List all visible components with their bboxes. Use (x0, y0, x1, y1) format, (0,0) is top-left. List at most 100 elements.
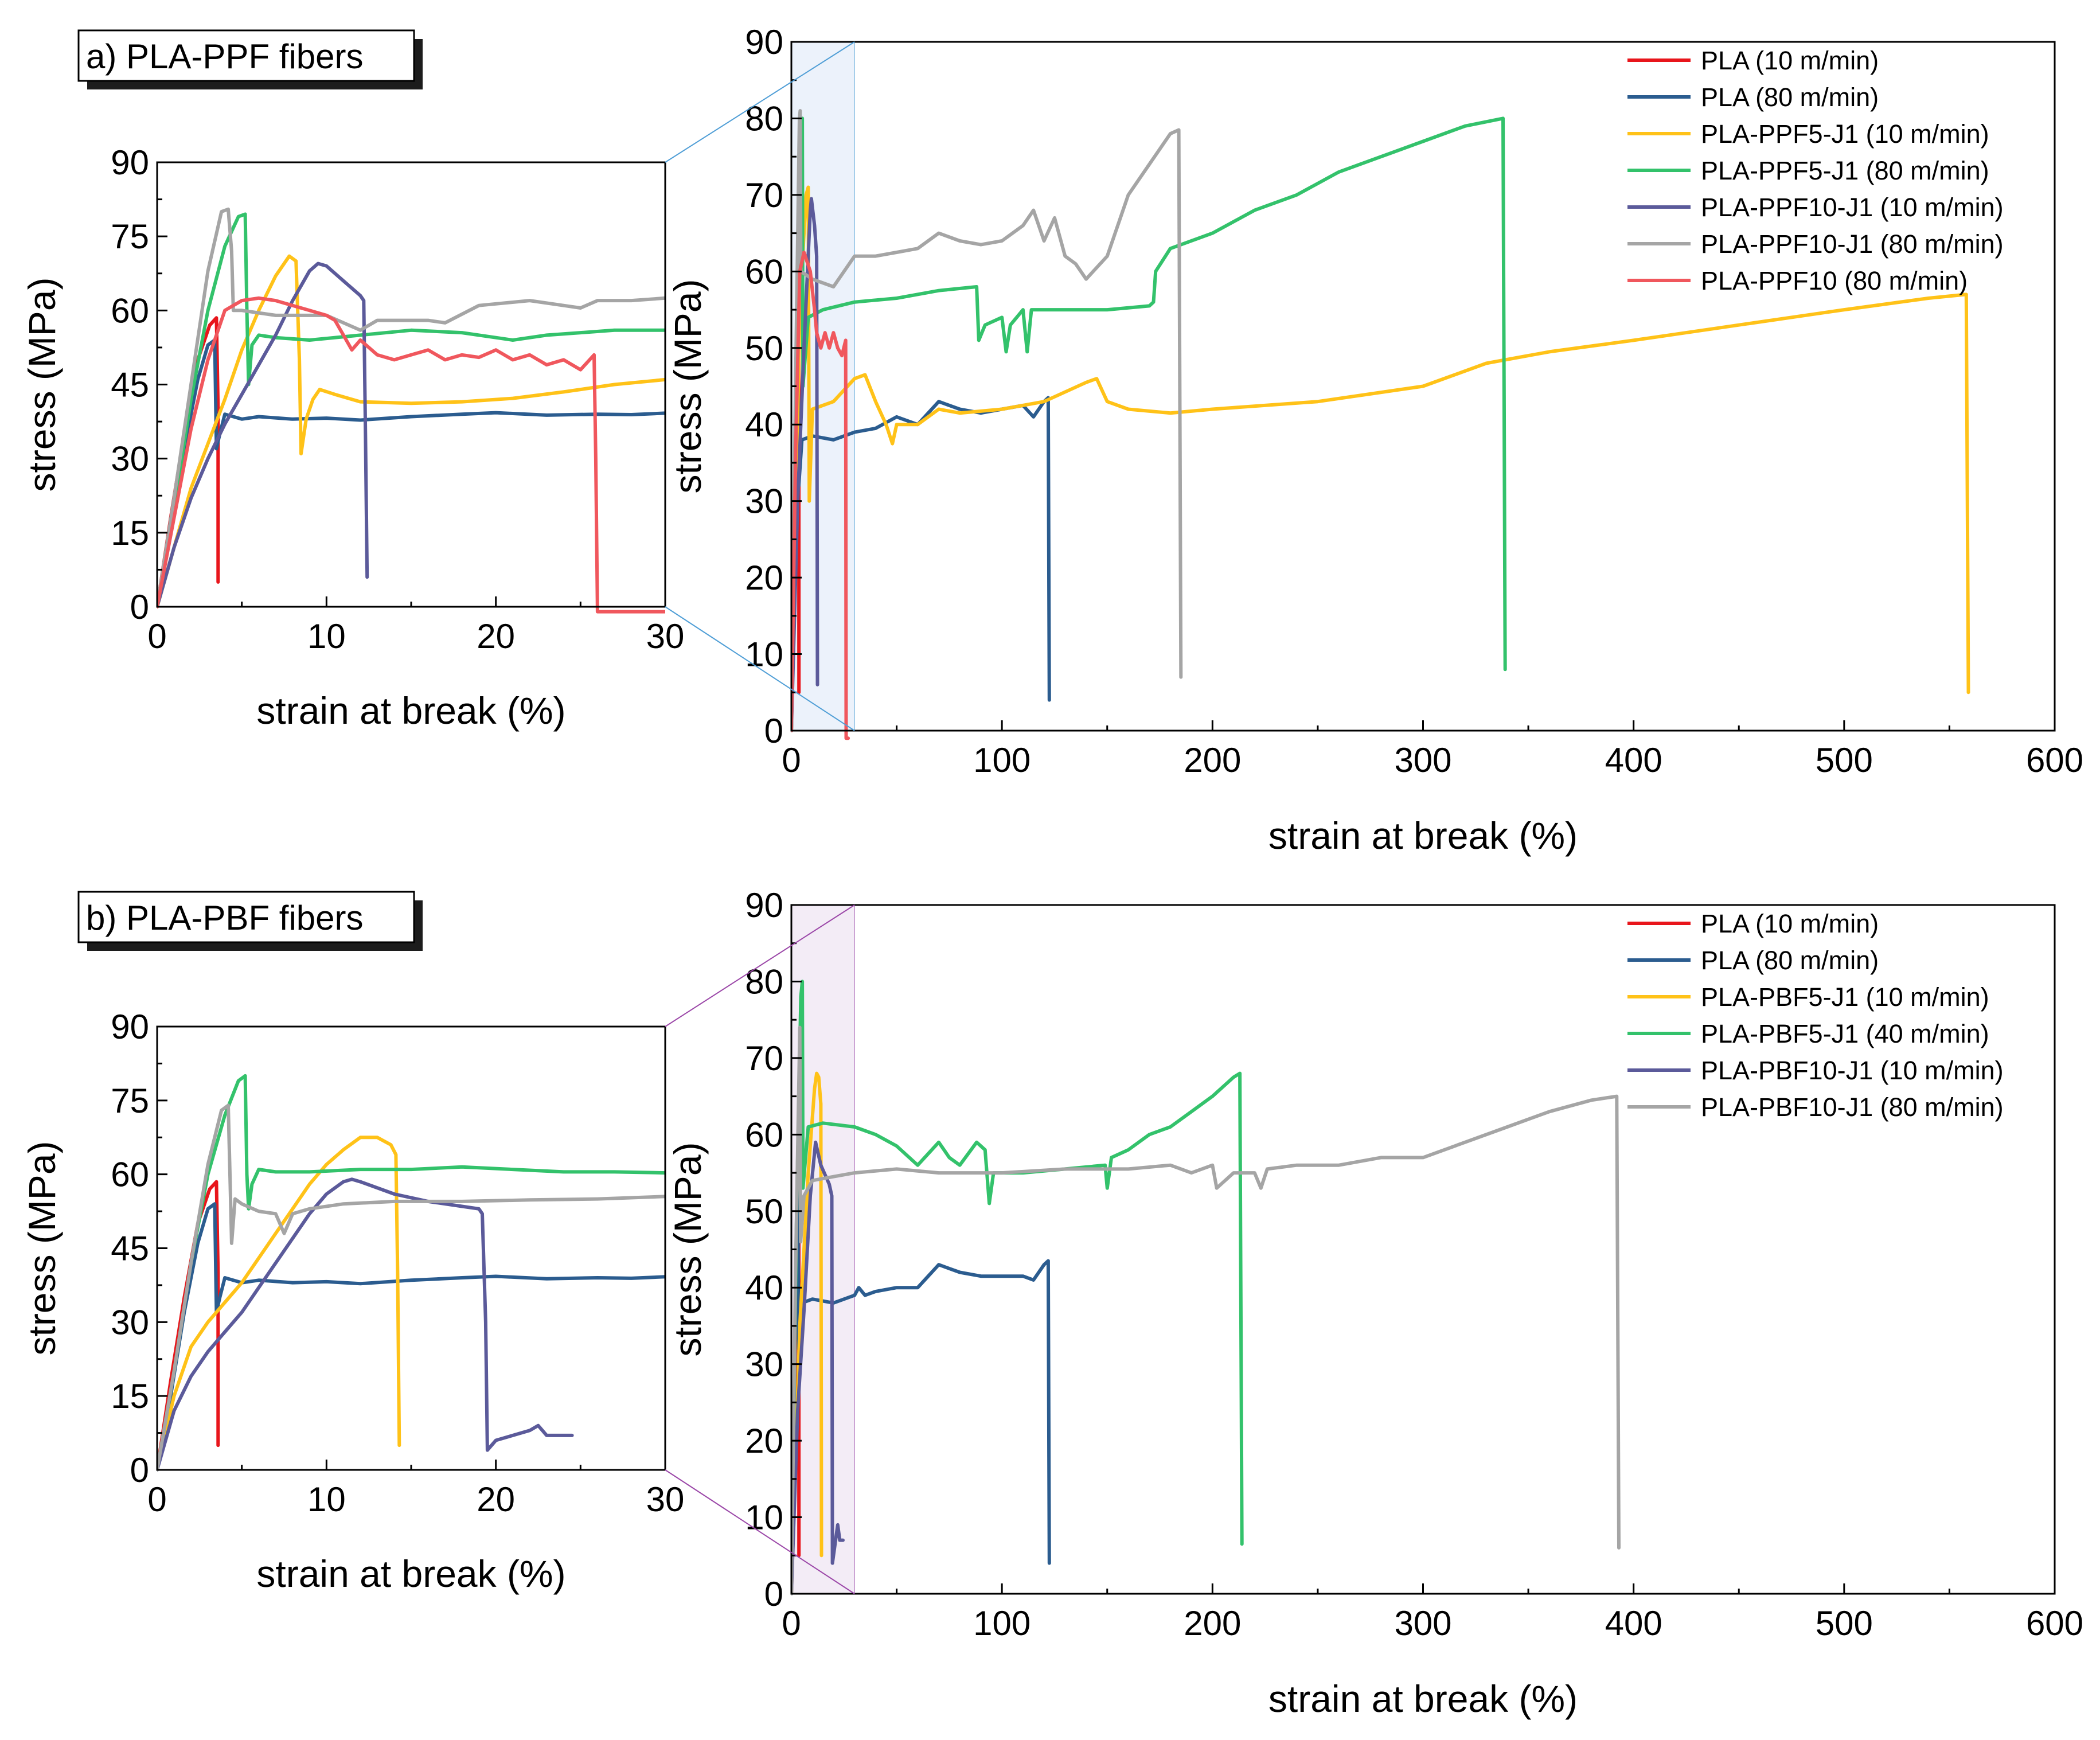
series-group (791, 109, 1970, 740)
x-tick-label: 100 (973, 741, 1031, 779)
zoom-connector-bottom (665, 606, 855, 731)
series-line-4 (157, 1074, 665, 1472)
x-tick-label: 400 (1605, 1604, 1662, 1643)
series-group (791, 980, 1621, 1595)
chart-b-inset: 0 10 20 30 0 15 30 45 60 75 90 strain at break (%) s… (21, 1008, 684, 1595)
legend-label: PLA-PBF5-J1 (40 m/min) (1701, 1019, 1989, 1048)
panel-a-label: a) PLA-PPF fibers (77, 29, 423, 89)
y-tick-label: 0 (764, 712, 783, 750)
y-tick-label: 40 (745, 405, 783, 444)
y-tick-label: 50 (745, 1192, 783, 1231)
y-tick-label: 30 (745, 1345, 783, 1384)
series-line-5 (157, 262, 369, 608)
x-tick-label: 200 (1184, 741, 1241, 779)
legend-label: PLA-PPF10 (80 m/min) (1701, 266, 1968, 295)
y-tick-label: 0 (130, 588, 149, 626)
y-axis-title: stress (MPa) (666, 279, 709, 493)
x-axis-title: strain at break (%) (256, 1552, 565, 1595)
x-axis-title: strain at break (%) (256, 689, 565, 732)
panel-b-label: b) PLA-PBF fibers (77, 891, 423, 951)
chart-a-inset: 0 10 20 30 0 15 30 45 60 75 90 strain at break (%) s… (21, 143, 684, 732)
series-line-5 (791, 197, 819, 732)
x-tick-label: 20 (477, 1480, 515, 1519)
x-tick-label: 600 (2026, 741, 2083, 779)
y-tick-label: 30 (745, 482, 783, 521)
x-tick-label: 100 (973, 1604, 1031, 1643)
series-line-3 (157, 254, 665, 608)
y-tick-label: 0 (130, 1451, 149, 1489)
y-tick-label: 45 (111, 366, 149, 404)
chart-b-main: 0 100 200 300 400 500 600 0 10 20 30 40 50 60 70 80 90 st… (666, 886, 2083, 1720)
series-line-2 (157, 338, 665, 608)
x-tick-label: 400 (1605, 741, 1662, 779)
y-tick-label: 90 (745, 23, 783, 61)
x-tick-label: 500 (1816, 741, 1873, 779)
series-line-1 (157, 1180, 220, 1472)
y-tick-label: 60 (745, 252, 783, 291)
y-tick-label: 70 (745, 176, 783, 214)
x-tick-label: 500 (1816, 1604, 1873, 1643)
y-tick-label: 0 (764, 1575, 783, 1613)
x-axis-title: strain at break (%) (1268, 1677, 1578, 1720)
y-tick-label: 20 (745, 1422, 783, 1460)
legend-label: PLA (10 m/min) (1701, 46, 1879, 75)
y-tick-label: 20 (745, 559, 783, 597)
legend-label: PLA (80 m/min) (1701, 946, 1879, 975)
y-tick-label: 30 (111, 440, 149, 478)
legend: PLA (10 m/min) PLA (80 m/min) PLA-PPF5-J1 … (1627, 46, 2004, 295)
y-tick-label: 75 (111, 217, 149, 256)
legend-label: PLA-PPF5-J1 (80 m/min) (1701, 156, 1989, 185)
y-tick-label: 70 (745, 1039, 783, 1078)
x-tick-label: 0 (782, 1604, 801, 1643)
legend-label: PLA (80 m/min) (1701, 83, 1879, 112)
x-tick-label: 600 (2026, 1604, 2083, 1643)
y-tick-label: 60 (745, 1115, 783, 1154)
x-tick-label: 0 (782, 741, 801, 779)
series-line-3 (791, 185, 1970, 732)
x-tick-label: 30 (646, 1480, 685, 1519)
y-tick-label: 10 (745, 635, 783, 674)
y-tick-label: 90 (745, 886, 783, 924)
y-axis-title: stress (MPa) (666, 1142, 709, 1356)
series-line-6 (157, 1103, 665, 1472)
panel-b-label-text: b) PLA-PBF fibers (86, 899, 364, 937)
y-axis-title: stress (MPa) (21, 1141, 63, 1355)
panel-a-label-text: a) PLA-PPF fibers (86, 37, 364, 76)
y-tick-label: 75 (111, 1082, 149, 1120)
chart-a-main: 0 100 200 300 400 500 600 0 10 20 30 40 50 60 70 80 90 st… (666, 23, 2083, 857)
x-tick-label: 300 (1394, 1604, 1451, 1643)
x-axis-title: strain at break (%) (1268, 814, 1578, 857)
series-line-3 (157, 1136, 401, 1472)
y-tick-label: 90 (111, 1008, 149, 1046)
x-tick-label: 0 (147, 617, 166, 656)
x-tick-label: 30 (646, 617, 685, 656)
legend-label: PLA-PPF10-J1 (80 m/min) (1701, 229, 2004, 259)
legend-label: PLA-PBF5-J1 (10 m/min) (1701, 982, 1989, 1012)
series-line-4 (791, 980, 1244, 1595)
series-group (157, 207, 665, 614)
series-line-6 (791, 109, 1183, 732)
y-tick-label: 30 (111, 1303, 149, 1341)
y-tick-label: 40 (745, 1269, 783, 1307)
legend-label: PLA-PBF10-J1 (10 m/min) (1701, 1056, 2004, 1085)
series-line-6 (791, 1025, 1621, 1595)
zoom-connectors (665, 41, 855, 1594)
x-tick-label: 200 (1184, 1604, 1241, 1643)
y-tick-label: 90 (111, 143, 149, 182)
legend-label: PLA-PBF10-J1 (80 m/min) (1701, 1093, 2004, 1122)
series-line-7 (157, 296, 665, 614)
y-tick-label: 50 (745, 329, 783, 368)
series-line-2 (157, 1202, 665, 1472)
y-tick-label: 80 (745, 99, 783, 138)
y-tick-label: 15 (111, 514, 149, 552)
legend-label: PLA-PPF5-J1 (10 m/min) (1701, 119, 1989, 149)
x-tick-label: 10 (307, 617, 346, 656)
series-line-5 (791, 1140, 845, 1595)
x-tick-label: 0 (147, 1480, 166, 1519)
legend-label: PLA-PPF10-J1 (10 m/min) (1701, 193, 2004, 222)
series-line-3 (791, 1071, 823, 1595)
y-axis-title: stress (MPa) (21, 277, 63, 491)
y-tick-label: 80 (745, 962, 783, 1001)
